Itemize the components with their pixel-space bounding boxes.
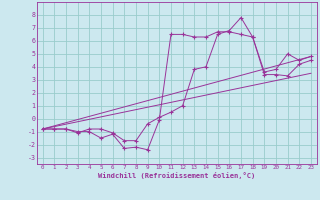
X-axis label: Windchill (Refroidissement éolien,°C): Windchill (Refroidissement éolien,°C) — [98, 172, 255, 179]
